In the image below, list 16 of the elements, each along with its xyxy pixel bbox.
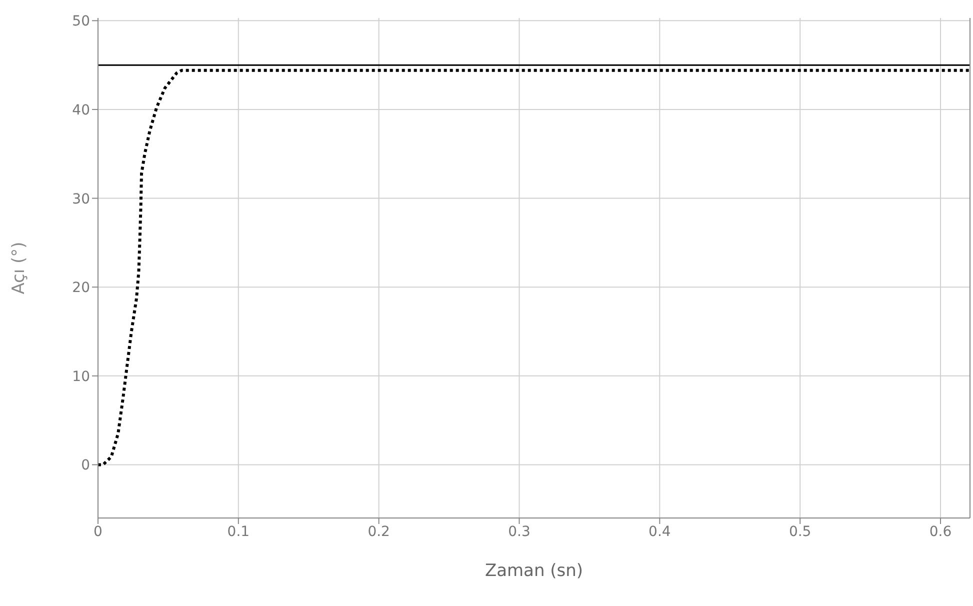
x-tick-label: 0.1 — [227, 524, 250, 540]
x-axis-title: Zaman (sn) — [484, 561, 584, 581]
y-tick-label: 10 — [72, 368, 90, 385]
y-tick-label: 30 — [72, 191, 90, 208]
x-tick-label: 0.4 — [648, 524, 671, 540]
y-tick-label: 40 — [72, 102, 90, 118]
y-axis-title: Açı (°) — [9, 242, 30, 294]
line-series — [98, 68, 970, 466]
x-tick-label: 0.6 — [929, 524, 952, 540]
x-tick-label: 0.2 — [368, 524, 390, 540]
x-tick-label: 0 — [94, 524, 102, 540]
x-tick-label: 0.3 — [508, 524, 530, 540]
y-tick-label: 50 — [72, 14, 90, 30]
x-tick-label: 0.5 — [788, 524, 812, 540]
y-tick-label: 20 — [72, 280, 90, 296]
y-tick-label: 0 — [81, 458, 90, 474]
